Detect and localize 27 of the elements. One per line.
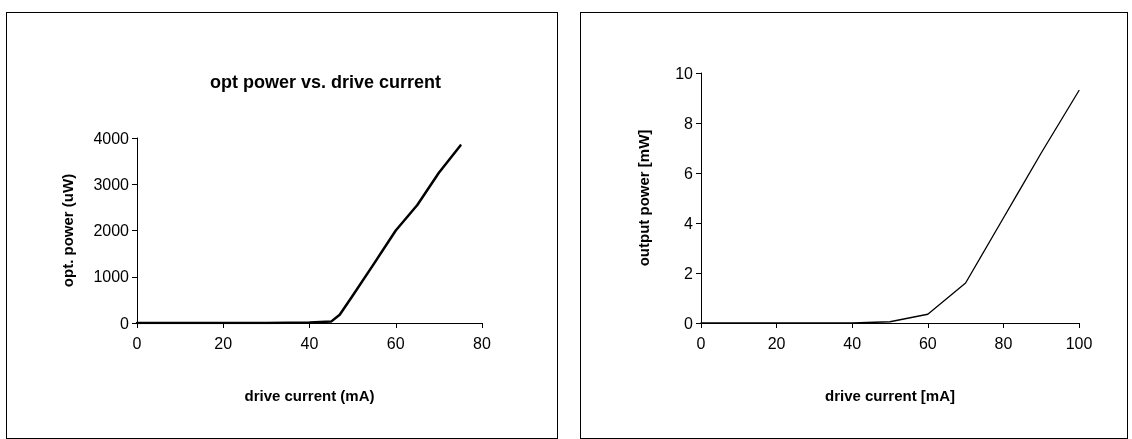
x-tick-label: 80 [473,334,491,352]
y-tick-label: 2 [684,264,694,282]
y-tick-label: 6 [684,164,694,182]
y-tick-label: 4 [684,214,694,232]
x-tick-label: 0 [696,334,706,352]
x-axis-title: drive current (mA) [244,387,375,404]
x-tick-label: 20 [767,334,786,352]
y-tick-label: 4000 [93,129,130,147]
x-tick-label: 60 [918,334,937,352]
y-tick-label: 1000 [93,268,130,286]
x-tick-label: 60 [386,334,405,352]
chart-title: opt power vs. drive current [209,72,442,92]
y-axis-title: opt. power (uW) [59,173,76,288]
x-tick-label: 0 [132,334,142,352]
x-axis-title: drive current [mA] [824,387,956,404]
y-axis-title: output power [mW] [635,129,652,267]
y-tick-label: 0 [684,314,694,332]
x-tick-label: 20 [214,334,233,352]
x-tick-label: 40 [843,334,862,352]
y-tick-label: 2000 [93,222,130,239]
x-tick-label: 80 [994,334,1013,352]
x-tick-label: 100 [1065,334,1093,352]
y-tick-label: 10 [675,64,694,82]
y-tick-label: 8 [684,114,694,132]
y-tick-label: 3000 [93,175,130,193]
y-tick-label: 0 [120,314,130,332]
x-tick-label: 40 [300,334,319,352]
